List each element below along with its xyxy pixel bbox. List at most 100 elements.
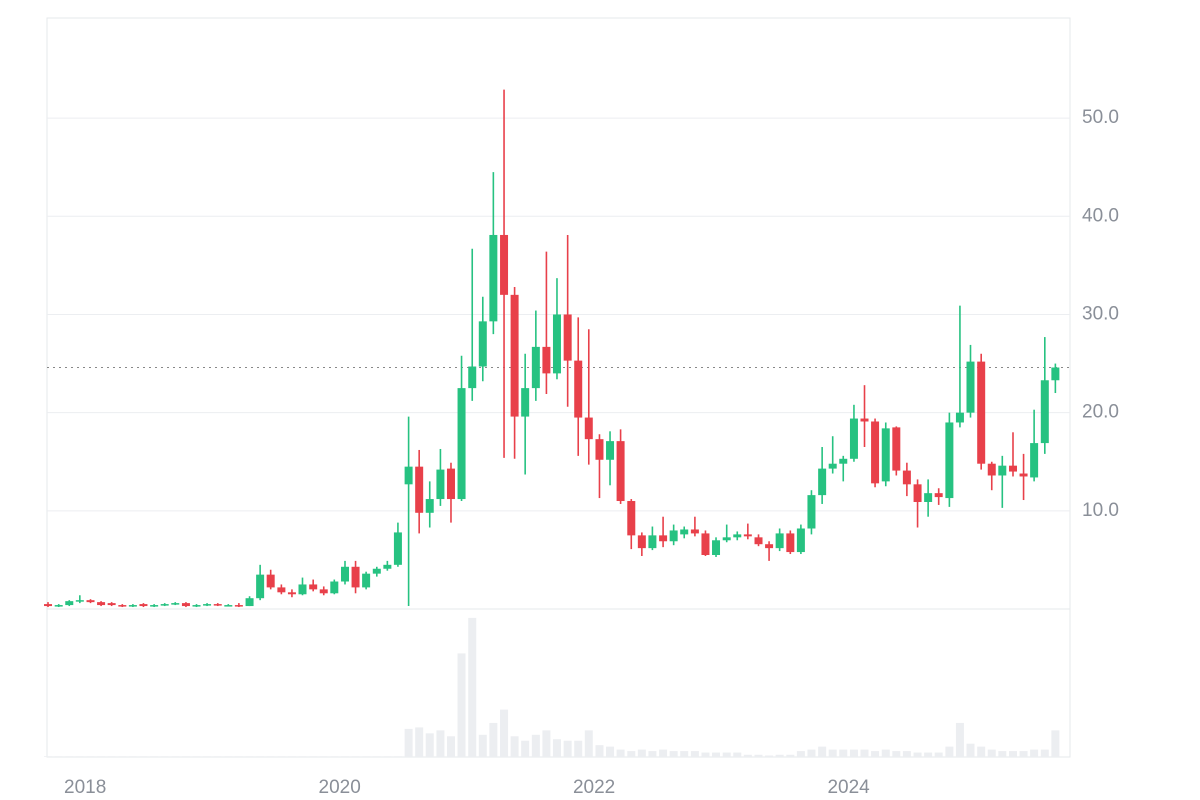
volume-bar [86, 756, 95, 757]
volume-bar [839, 749, 848, 757]
volume-bar [404, 728, 413, 757]
x-tick-label: 2022 [573, 777, 615, 798]
volume-bar [234, 756, 243, 757]
candle-body [234, 605, 243, 607]
candle-body [860, 418, 869, 422]
volume-bar [775, 754, 784, 757]
volume-bar [97, 756, 106, 757]
candle-body [489, 234, 498, 322]
candle-body [330, 581, 339, 594]
x-tick-label: 2018 [64, 777, 106, 798]
volume-bar [892, 751, 901, 757]
candle-body [712, 540, 721, 556]
candle-body [680, 529, 689, 535]
candle-body [415, 466, 424, 513]
candle-body [595, 439, 604, 460]
candle-body [362, 573, 371, 588]
candle-body [500, 234, 509, 295]
volume-bar [765, 755, 774, 757]
plot-frame [46, 17, 1071, 758]
volume-bar [955, 722, 964, 757]
volume-bar [712, 752, 721, 757]
candle-body [722, 537, 731, 541]
candle-body [309, 584, 318, 590]
candle-body [690, 529, 699, 534]
volume-bar [224, 756, 233, 757]
volume-bar [722, 752, 731, 757]
volume-bar [977, 746, 986, 757]
candle-body [1030, 443, 1039, 478]
volume-bar [150, 756, 159, 757]
candle-body [637, 535, 646, 549]
volume-bar [44, 756, 53, 757]
candle-body [531, 346, 540, 389]
candle-body [1040, 380, 1049, 444]
volume-bar [987, 749, 996, 757]
candle-body [118, 605, 127, 607]
volume-bar [998, 751, 1007, 757]
volume-bar [118, 756, 127, 757]
volume-bar [1051, 730, 1060, 757]
volume-layer [44, 617, 1060, 757]
volume-bar [584, 730, 593, 757]
candle-body [659, 535, 668, 542]
candle-body [97, 602, 106, 606]
candle-body [468, 366, 477, 389]
candle-body [807, 495, 816, 529]
candle-body [383, 564, 392, 569]
volume-bar [75, 756, 84, 757]
y-tick-label: 40.0 [1082, 205, 1119, 226]
x-tick-label: 2020 [319, 777, 361, 798]
volume-bar [425, 733, 434, 757]
candle-body [139, 604, 148, 607]
volume-bar [266, 756, 275, 757]
candle-body [733, 534, 742, 538]
candle-body [786, 533, 795, 553]
candle-body [436, 469, 445, 500]
candle-body [627, 501, 636, 536]
candle-body [669, 530, 678, 542]
candle-body [902, 470, 911, 485]
volume-bar [680, 751, 689, 757]
volume-bar [1030, 749, 1039, 757]
volume-bar [245, 756, 254, 757]
volume-bar [542, 730, 551, 757]
volume-bar [319, 756, 328, 757]
volume-bar [139, 756, 148, 757]
volume-bar [478, 734, 487, 757]
candle-body [606, 441, 615, 460]
candle-body [563, 314, 572, 361]
candle-body [457, 388, 466, 500]
candle-body [86, 600, 95, 603]
volume-bar [446, 736, 455, 757]
volume-bar [171, 756, 180, 757]
candle-body [765, 544, 774, 549]
volume-bar [818, 746, 827, 757]
candle-body [1019, 473, 1028, 477]
candle-body [987, 463, 996, 476]
volume-bar [372, 756, 381, 757]
volume-bar [489, 722, 498, 757]
volume-bar [287, 756, 296, 757]
candle-body [372, 568, 381, 574]
candle-body [977, 361, 986, 464]
y-tick-label: 20.0 [1082, 402, 1119, 423]
candle-body [510, 294, 519, 417]
volume-bar [743, 754, 752, 757]
volume-bar [924, 752, 933, 757]
candle-body [542, 346, 551, 374]
volume-bar [616, 749, 625, 757]
candle-body [298, 584, 307, 595]
volume-bar [107, 756, 116, 757]
candle-body [44, 604, 53, 607]
candle-body [393, 532, 402, 565]
volume-bar [192, 756, 201, 757]
candle-body [955, 412, 964, 423]
candle-body [351, 566, 360, 588]
volume-bar [521, 740, 530, 757]
volume-bar [627, 751, 636, 757]
y-tick-label: 50.0 [1082, 107, 1119, 128]
candle-body [287, 592, 296, 595]
volume-bar [298, 756, 307, 757]
volume-bar [510, 736, 519, 757]
